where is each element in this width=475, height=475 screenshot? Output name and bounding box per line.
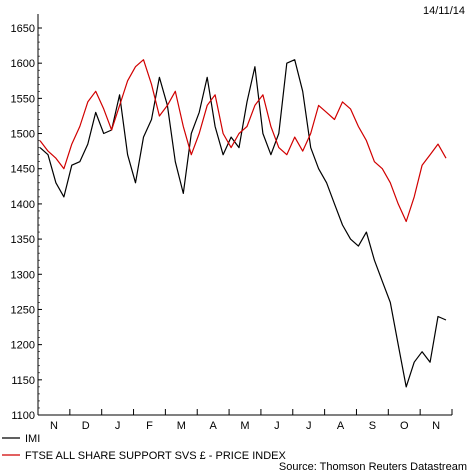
y-tick-label: 1550 <box>11 93 35 105</box>
legend-label-0: IMI <box>25 433 40 445</box>
date-stamp: 14/11/14 <box>423 5 465 17</box>
x-tick-label: O <box>400 420 409 432</box>
y-tick-label: 1400 <box>11 199 35 211</box>
y-tick-label: 1250 <box>11 304 35 316</box>
series-lines <box>39 59 447 388</box>
y-tick-label: 1600 <box>11 58 35 70</box>
y-tick-label: 1450 <box>11 164 35 176</box>
y-tick-label: 1150 <box>11 375 35 387</box>
y-tick-label: 1200 <box>11 340 35 352</box>
x-tick-label: J <box>306 420 312 432</box>
legend-label-1: FTSE ALL SHARE SUPPORT SVS £ - PRICE IND… <box>25 450 286 462</box>
y-axis: 1100 1150 1200 1250 1300 1350 1400 1450 1500 1550… <box>11 14 42 422</box>
y-tick-label: 1500 <box>11 129 35 141</box>
source-note: Source: Thomson Reuters Datastream <box>279 461 467 473</box>
series-line-1 <box>39 59 447 223</box>
y-tick-label: 1100 <box>11 410 35 422</box>
x-tick-label: A <box>337 420 345 432</box>
x-tick-label: N <box>432 420 440 432</box>
x-tick-label: J <box>115 420 121 432</box>
x-tick-label: J <box>274 420 280 432</box>
x-tick-label: A <box>209 420 217 432</box>
series-line-0 <box>39 59 447 388</box>
x-tick-label: S <box>369 420 376 432</box>
x-tick-label: M <box>177 420 186 432</box>
y-tick-label: 1350 <box>11 234 35 246</box>
x-tick-label: F <box>146 420 153 432</box>
y-tick-label: 1300 <box>11 269 35 281</box>
x-tick-label: N <box>50 420 58 432</box>
x-tick-label: M <box>240 420 249 432</box>
x-tick-label: D <box>82 420 90 432</box>
y-tick-label: 1650 <box>11 23 35 35</box>
legend: IMI FTSE ALL SHARE SUPPORT SVS £ - PRICE … <box>2 433 286 462</box>
